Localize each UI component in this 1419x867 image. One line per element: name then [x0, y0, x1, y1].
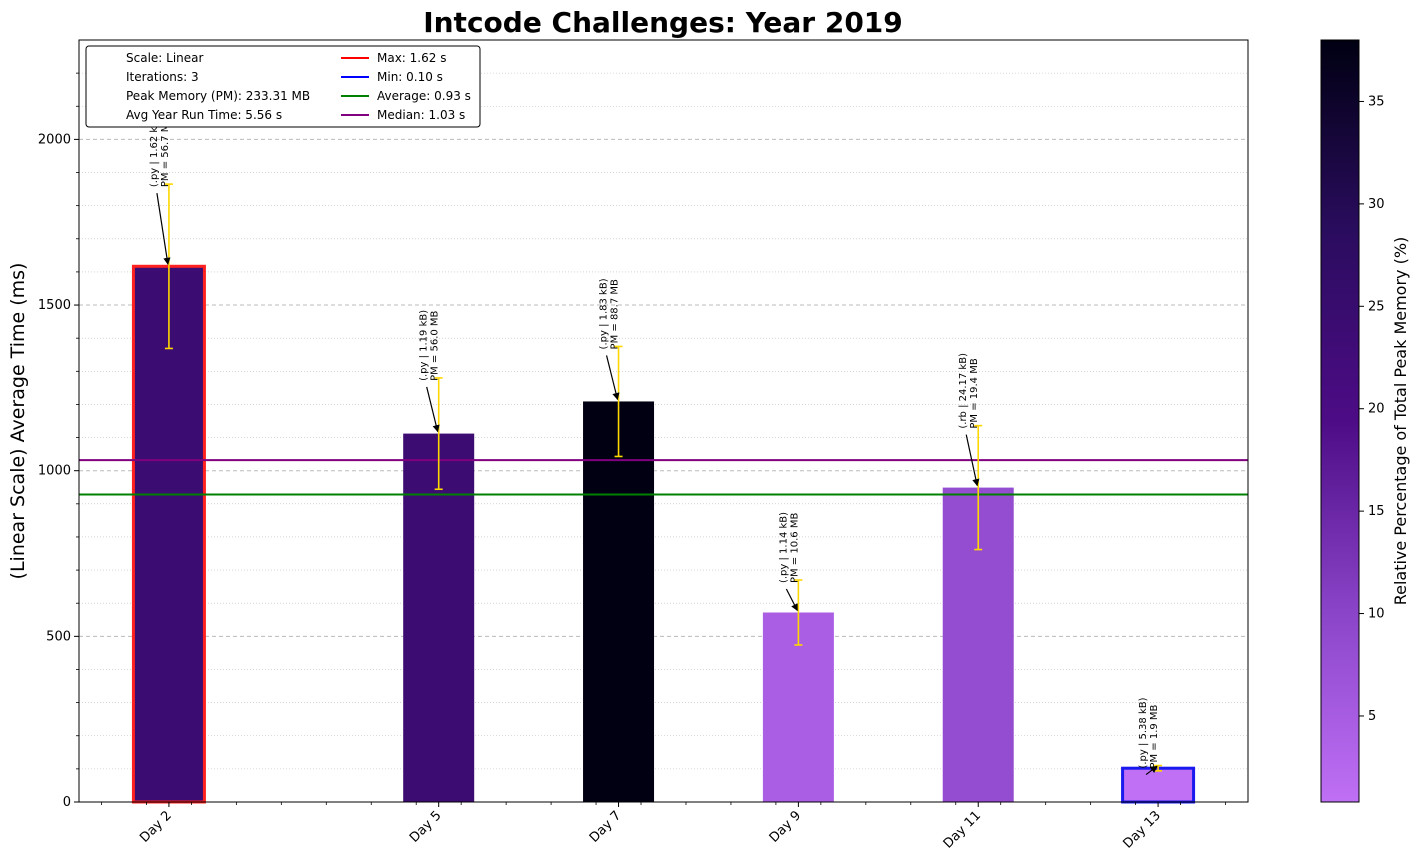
bar-annotation: (.py | 1.19 kB) PM = 56.0 MB	[419, 310, 441, 381]
legend-median: Median: 1.03 s	[377, 108, 465, 122]
legend: Scale: Linear Iterations: 3 Peak Memory …	[85, 45, 481, 128]
plot-frame	[78, 39, 1249, 803]
annotation-arrow	[965, 434, 980, 487]
colorbar-tick-label: 5	[1368, 709, 1376, 724]
annotation-arrow	[605, 355, 620, 401]
bar-annotation: (.py | 5.38 kB) PM = 1.9 MB	[1138, 697, 1160, 768]
annotation-peak-memory: PM = 88.7 MB	[610, 279, 621, 349]
legend-iterations: Iterations: 3	[126, 70, 199, 84]
error-bar	[794, 579, 803, 646]
bar-annotation: (.rb | 24.17 kB) PM = 19.4 MB	[958, 353, 980, 429]
x-tick-label: Day 9	[767, 808, 805, 846]
y-tick-label: 1000	[38, 464, 71, 479]
y-tick-label: 1500	[38, 298, 71, 313]
annotation-arrow	[156, 193, 171, 265]
y-tick-label: 2000	[38, 132, 71, 147]
error-bar	[974, 424, 983, 551]
bar-day-2	[131, 264, 206, 804]
legend-max: Max: 1.62 s	[377, 51, 446, 65]
colorbar-tick-label: 10	[1368, 607, 1385, 622]
colorbar-tick-label: 25	[1368, 299, 1385, 314]
annotation-file-info: (.rb | 24.17 kB)	[958, 353, 969, 429]
colorbar: 5 10 15 20 25 30 35 Relative Percentage of Tot…	[1320, 39, 1410, 803]
colorbar-label: Relative Percentage of Total Peak Memory…	[1391, 237, 1410, 606]
colorbar-tick-label: 35	[1368, 94, 1385, 109]
bar-annotation: (.py | 1.14 kB) PM = 10.6 MB	[778, 512, 800, 583]
colorbar-tick-label: 30	[1368, 197, 1385, 212]
bar-day-7	[583, 401, 655, 802]
annotation-file-info: (.py | 5.38 kB)	[1138, 697, 1149, 768]
bar-day-13	[1121, 766, 1196, 804]
colorbar-tick-label: 15	[1368, 504, 1385, 519]
x-tick-label: Day 13	[1121, 808, 1164, 851]
x-tick-label: Day 5	[407, 808, 445, 846]
x-tick-label: Day 7	[587, 808, 625, 846]
x-tick-label: Day 2	[137, 808, 175, 846]
annotation-peak-memory: PM = 56.0 MB	[430, 310, 441, 380]
error-bar	[164, 183, 173, 350]
legend-box	[85, 45, 481, 128]
legend-avg-run-time: Avg Year Run Time: 5.56 s	[126, 108, 282, 122]
annotation-peak-memory: PM = 56.7 MB	[160, 117, 171, 187]
y-tick-label: 0	[63, 795, 71, 810]
colorbar-tick-label: 20	[1368, 402, 1385, 417]
annotation-peak-memory: PM = 19.4 MB	[969, 358, 980, 428]
colorbar-gradient	[1320, 39, 1360, 803]
x-tick-label: Day 11	[941, 808, 984, 851]
annotation-file-info: (.py | 1.83 kB)	[599, 278, 610, 349]
chart-title: Intcode Challenges: Year 2019	[423, 6, 903, 39]
legend-scale: Scale: Linear	[126, 51, 204, 65]
legend-min: Min: 0.10 s	[377, 70, 443, 84]
annotation-file-info: (.py | 1.62 kB)	[149, 116, 160, 187]
y-tick-label: 500	[46, 629, 71, 644]
legend-average: Average: 0.93 s	[377, 89, 471, 103]
annotation-file-info: (.py | 1.14 kB)	[778, 512, 789, 583]
annotation-peak-memory: PM = 10.6 MB	[789, 513, 800, 583]
y-axis-label: (Linear Scale) Average Time (ms)	[7, 263, 29, 580]
bar-annotation: (.py | 1.83 kB) PM = 88.7 MB	[599, 278, 621, 349]
annotation-file-info: (.py | 1.19 kB)	[419, 310, 430, 381]
annotation-arrow	[426, 386, 440, 433]
legend-peak-memory: Peak Memory (PM): 233.31 MB	[126, 89, 310, 103]
error-bar	[434, 377, 443, 491]
annotation-arrow	[1145, 765, 1158, 776]
annotation-peak-memory: PM = 1.9 MB	[1149, 704, 1160, 768]
annotation-arrow	[785, 588, 798, 612]
bar-annotation: (.py | 1.62 kB) PM = 56.7 MB	[149, 116, 171, 187]
error-bar	[614, 345, 623, 458]
